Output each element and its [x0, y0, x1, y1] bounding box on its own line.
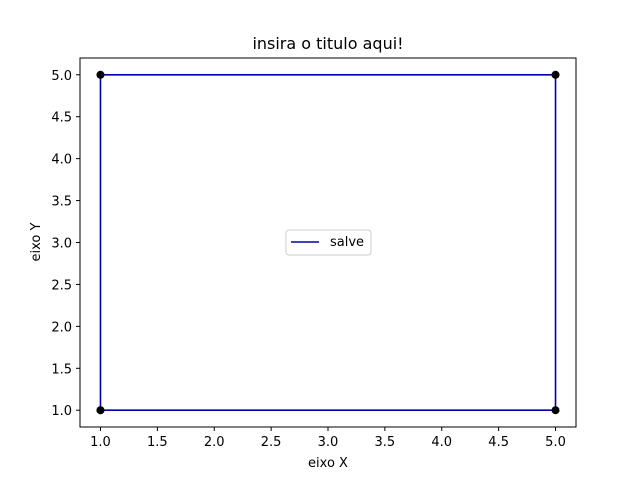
y-tick-label: 3.0 [51, 237, 72, 252]
x-tick-label: 1.0 [90, 435, 111, 450]
plot-area [96, 70, 560, 415]
y-tick-label: 5.0 [51, 69, 72, 84]
y-tick-label: 4.5 [51, 111, 72, 126]
y-tick-label: 1.0 [51, 404, 72, 419]
data-point [96, 406, 105, 415]
x-tick-label: 4.5 [488, 435, 509, 450]
y-tick-label: 3.5 [51, 195, 72, 210]
y-tick-label: 2.5 [51, 278, 72, 293]
legend-label: salve [330, 235, 364, 250]
x-tick-label: 3.5 [375, 435, 396, 450]
axes-frame [79, 57, 577, 428]
data-point [551, 406, 560, 415]
data-point [96, 70, 105, 79]
legend-box [285, 229, 372, 256]
x-tick-label: 2.5 [261, 435, 282, 450]
x-tick-label: 2.0 [204, 435, 225, 450]
x-tick-label: 1.5 [147, 435, 168, 450]
y-tick-label: 2.0 [51, 320, 72, 335]
x-axis: 1.0 1.5 2.0 2.5 3.0 3.5 4.0 4.5 5.0 [90, 427, 566, 450]
x-axis-label: eixo X [308, 456, 348, 471]
y-tick-label: 1.5 [51, 362, 72, 377]
data-point [551, 70, 560, 79]
y-axis-label: eixo Y [29, 222, 44, 261]
chart-title: insira o titulo aqui! [252, 34, 403, 53]
y-axis: 1.0 1.5 2.0 2.5 3.0 3.5 4.0 4.5 5.0 [51, 69, 80, 419]
x-tick-label: 3.0 [318, 435, 339, 450]
legend: salve [285, 229, 372, 256]
x-tick-label: 5.0 [545, 435, 566, 450]
y-tick-label: 4.0 [51, 153, 72, 168]
x-tick-label: 4.0 [431, 435, 452, 450]
